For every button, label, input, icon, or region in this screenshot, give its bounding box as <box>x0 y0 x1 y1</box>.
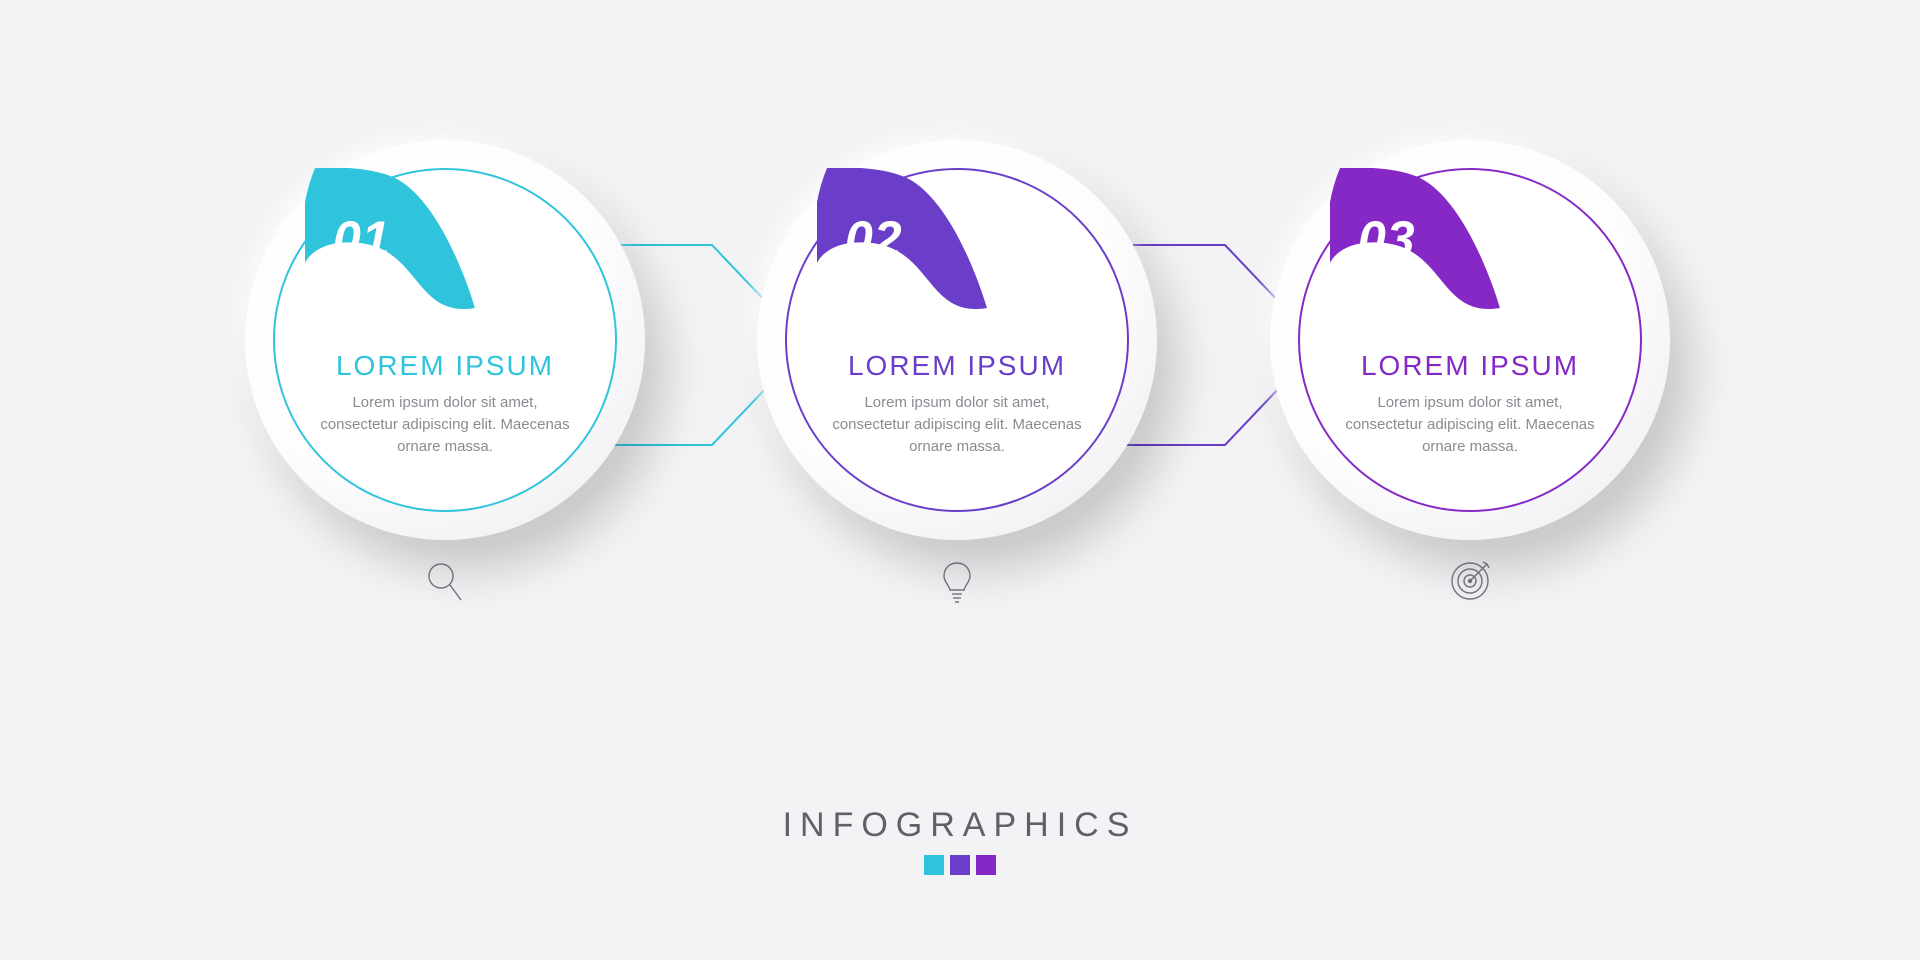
footer-title: INFOGRAPHICS <box>783 806 1138 845</box>
step-1-title: LOREM IPSUM <box>245 350 645 382</box>
lightbulb-icon <box>940 560 974 611</box>
step-1: 01 LOREM IPSUM Lorem ipsum dolor sit ame… <box>245 140 645 540</box>
step-3: 03 LOREM IPSUM Lorem ipsum dolor sit ame… <box>1270 140 1670 540</box>
step-1-number: 01 <box>333 210 391 268</box>
step-2-number: 02 <box>845 210 903 268</box>
magnifier-icon <box>425 560 465 609</box>
swatch-3 <box>976 855 996 875</box>
infographic-stage: 01 LOREM IPSUM Lorem ipsum dolor sit ame… <box>0 0 1920 960</box>
step-2: 02 LOREM IPSUM Lorem ipsum dolor sit ame… <box>757 140 1157 540</box>
swatch-2 <box>950 855 970 875</box>
target-icon <box>1449 560 1491 607</box>
step-3-title: LOREM IPSUM <box>1270 350 1670 382</box>
step-1-body: Lorem ipsum dolor sit amet, consectetur … <box>315 392 575 457</box>
step-2-title: LOREM IPSUM <box>757 350 1157 382</box>
swatch-1 <box>924 855 944 875</box>
footer-swatches <box>924 855 996 875</box>
step-2-body: Lorem ipsum dolor sit amet, consectetur … <box>827 392 1087 457</box>
step-3-number: 03 <box>1358 210 1416 268</box>
step-3-body: Lorem ipsum dolor sit amet, consectetur … <box>1340 392 1600 457</box>
